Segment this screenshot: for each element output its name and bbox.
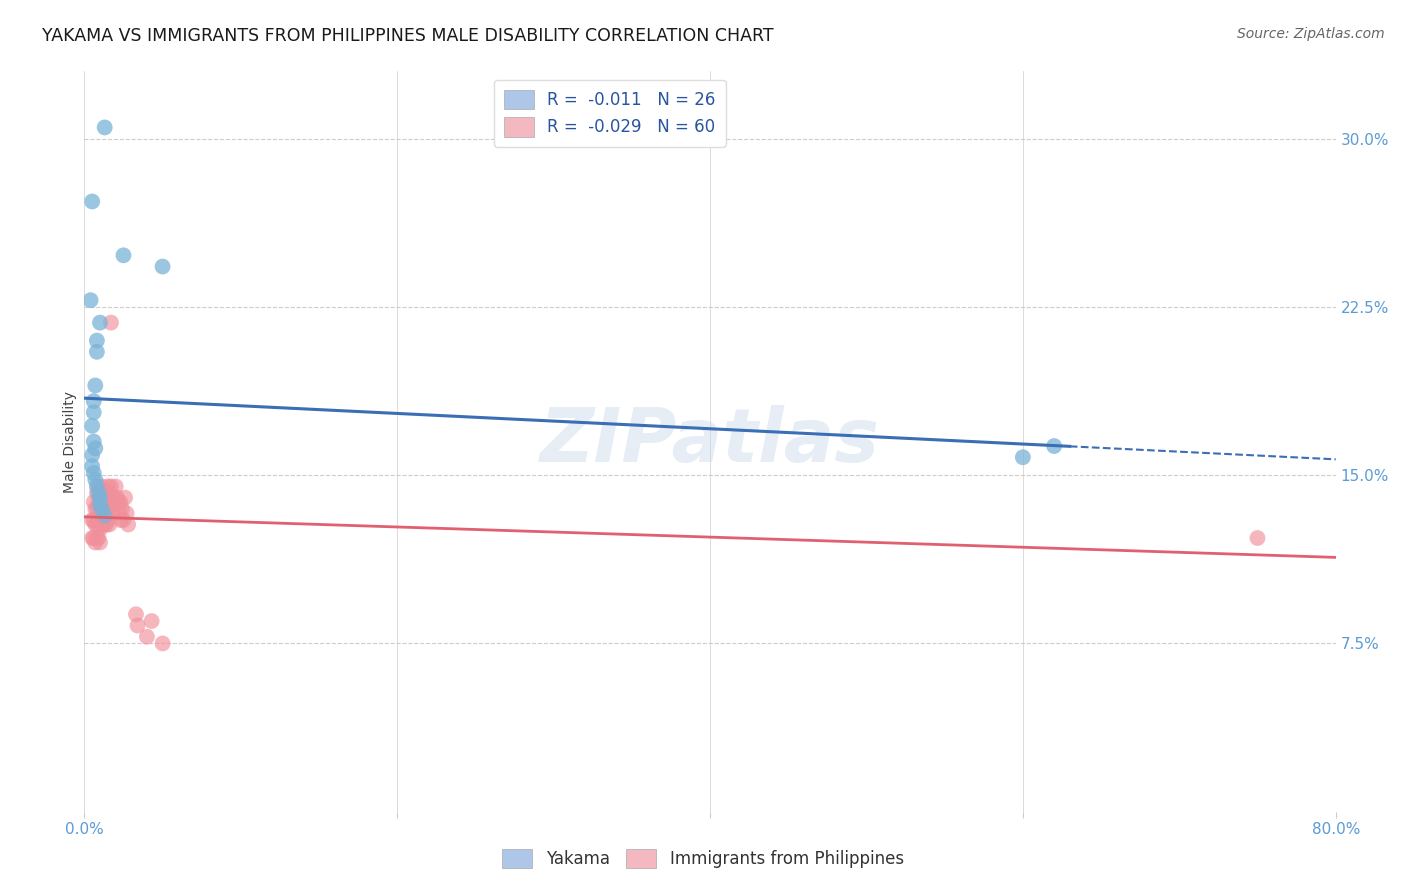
Point [82, 194, 104, 209]
Point [98, 517, 121, 532]
Point [83, 531, 105, 545]
Point [93, 517, 115, 532]
Point [107, 506, 129, 520]
Point [111, 501, 134, 516]
Point [87, 513, 110, 527]
Point [89, 491, 111, 505]
Point [83, 405, 105, 419]
Point [117, 517, 139, 532]
Point [83, 466, 105, 480]
Point [86, 344, 108, 359]
Point [84, 517, 107, 532]
Point [115, 506, 138, 520]
Point [90, 497, 112, 511]
Point [83, 513, 105, 527]
Point [1012, 450, 1035, 465]
Point [86, 517, 108, 532]
Point [82, 531, 104, 545]
Point [84, 501, 107, 516]
Point [152, 636, 174, 650]
Point [96, 486, 118, 500]
Point [86, 531, 108, 545]
Point [93, 486, 115, 500]
Point [84, 473, 107, 487]
Point [112, 513, 135, 527]
Point [98, 501, 121, 516]
Point [127, 618, 149, 632]
Point [93, 120, 115, 135]
Point [96, 501, 118, 516]
Point [152, 260, 174, 274]
Point [86, 486, 108, 500]
Point [82, 418, 104, 433]
Point [97, 479, 120, 493]
Point [98, 486, 121, 500]
Point [105, 491, 128, 505]
Point [112, 248, 135, 262]
Point [104, 479, 127, 493]
Point [100, 316, 122, 330]
Point [84, 378, 107, 392]
Point [141, 614, 163, 628]
Point [1246, 531, 1268, 545]
Point [82, 513, 104, 527]
Point [89, 491, 111, 505]
Point [1043, 439, 1066, 453]
Y-axis label: Male Disability: Male Disability [63, 391, 77, 492]
Point [91, 486, 114, 500]
Point [89, 316, 111, 330]
Point [87, 486, 110, 500]
Point [110, 513, 132, 527]
Point [100, 479, 122, 493]
Text: Source: ZipAtlas.com: Source: ZipAtlas.com [1237, 27, 1385, 41]
Point [90, 501, 112, 516]
Point [91, 501, 114, 516]
Point [101, 506, 124, 520]
Text: YAKAMA VS IMMIGRANTS FROM PHILIPPINES MALE DISABILITY CORRELATION CHART: YAKAMA VS IMMIGRANTS FROM PHILIPPINES MA… [42, 27, 773, 45]
Text: ZIPatlas: ZIPatlas [540, 405, 880, 478]
Point [86, 501, 108, 516]
Point [79, 293, 101, 308]
Point [89, 506, 111, 520]
Point [91, 517, 114, 532]
Point [83, 394, 105, 409]
Point [103, 491, 125, 505]
Point [101, 491, 124, 505]
Point [89, 535, 111, 549]
Point [89, 522, 111, 536]
Point [86, 334, 108, 348]
Point [82, 459, 104, 474]
Point [87, 531, 110, 545]
Legend: R =  -0.011   N = 26, R =  -0.029   N = 60: R = -0.011 N = 26, R = -0.029 N = 60 [494, 79, 725, 146]
Point [84, 442, 107, 456]
Point [87, 479, 110, 493]
Point [83, 434, 105, 449]
Legend: Yakama, Immigrants from Philippines: Yakama, Immigrants from Philippines [495, 842, 911, 875]
Point [110, 495, 132, 509]
Point [96, 517, 118, 532]
Point [84, 535, 107, 549]
Point [136, 630, 159, 644]
Point [97, 513, 120, 527]
Point [82, 448, 104, 462]
Point [86, 479, 108, 493]
Point [87, 495, 110, 509]
Point [125, 607, 148, 622]
Point [93, 501, 115, 516]
Point [90, 513, 112, 527]
Point [83, 495, 105, 509]
Point [90, 479, 112, 493]
Point [114, 491, 136, 505]
Point [97, 495, 120, 509]
Point [93, 508, 115, 523]
Point [107, 495, 129, 509]
Point [89, 497, 111, 511]
